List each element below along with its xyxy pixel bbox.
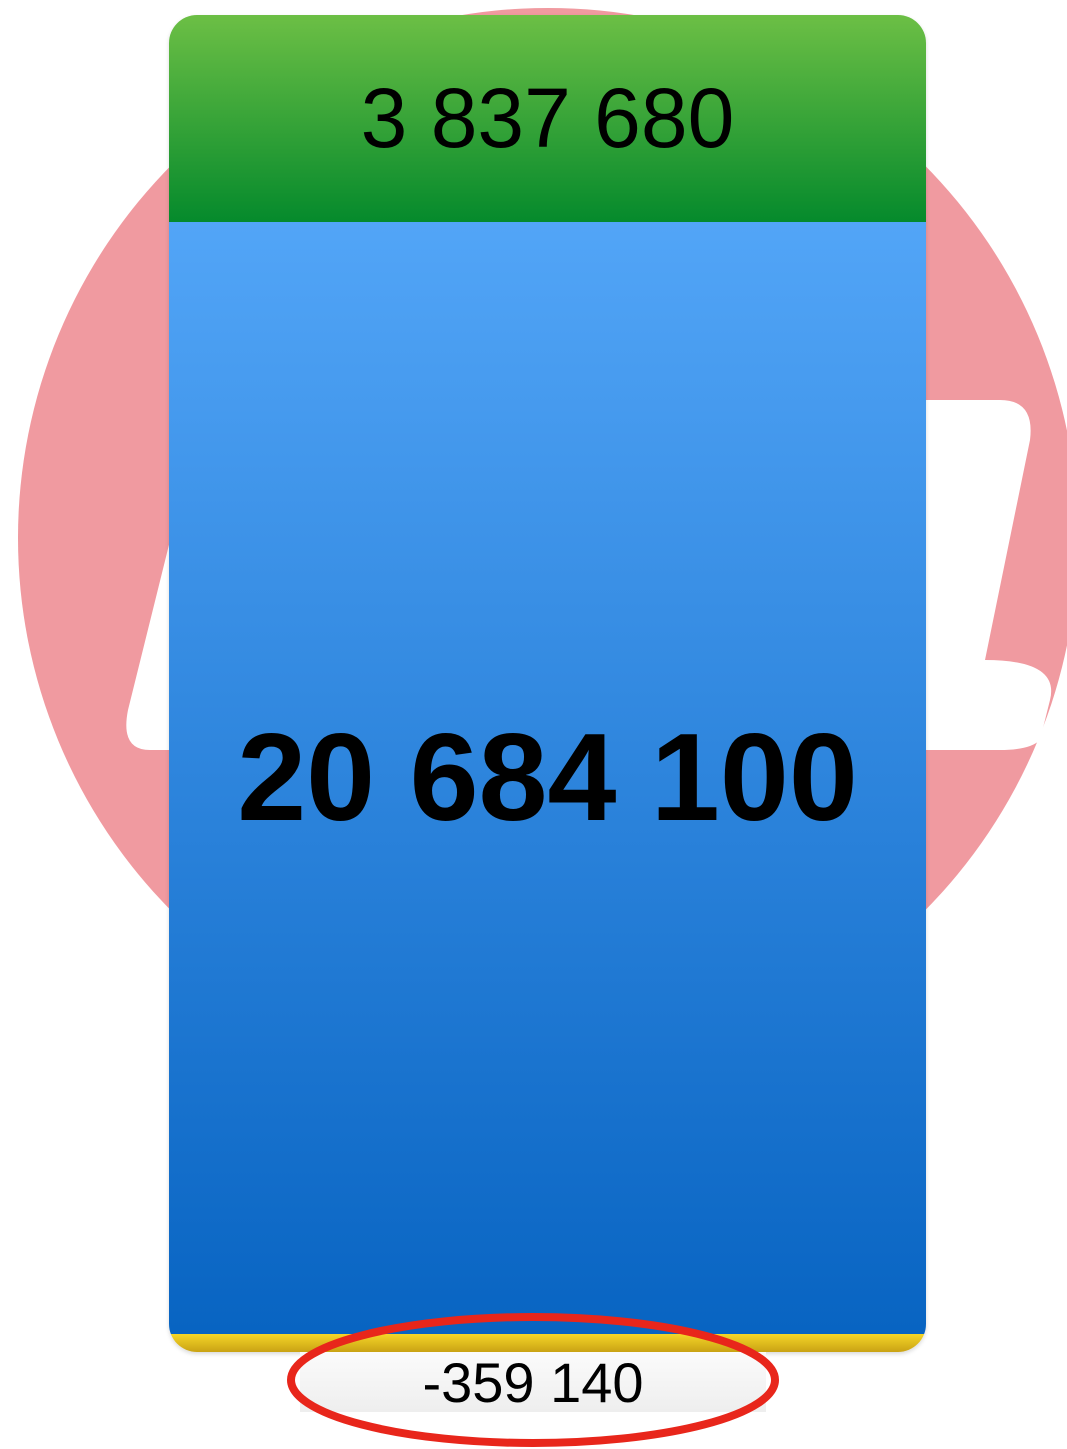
main-value: 20 684 100 <box>169 222 926 1334</box>
value-card: 3 837 680 20 684 100 <box>169 15 926 1352</box>
bottom-value: -359 140 <box>300 1351 766 1414</box>
top-value: 3 837 680 <box>169 15 926 222</box>
